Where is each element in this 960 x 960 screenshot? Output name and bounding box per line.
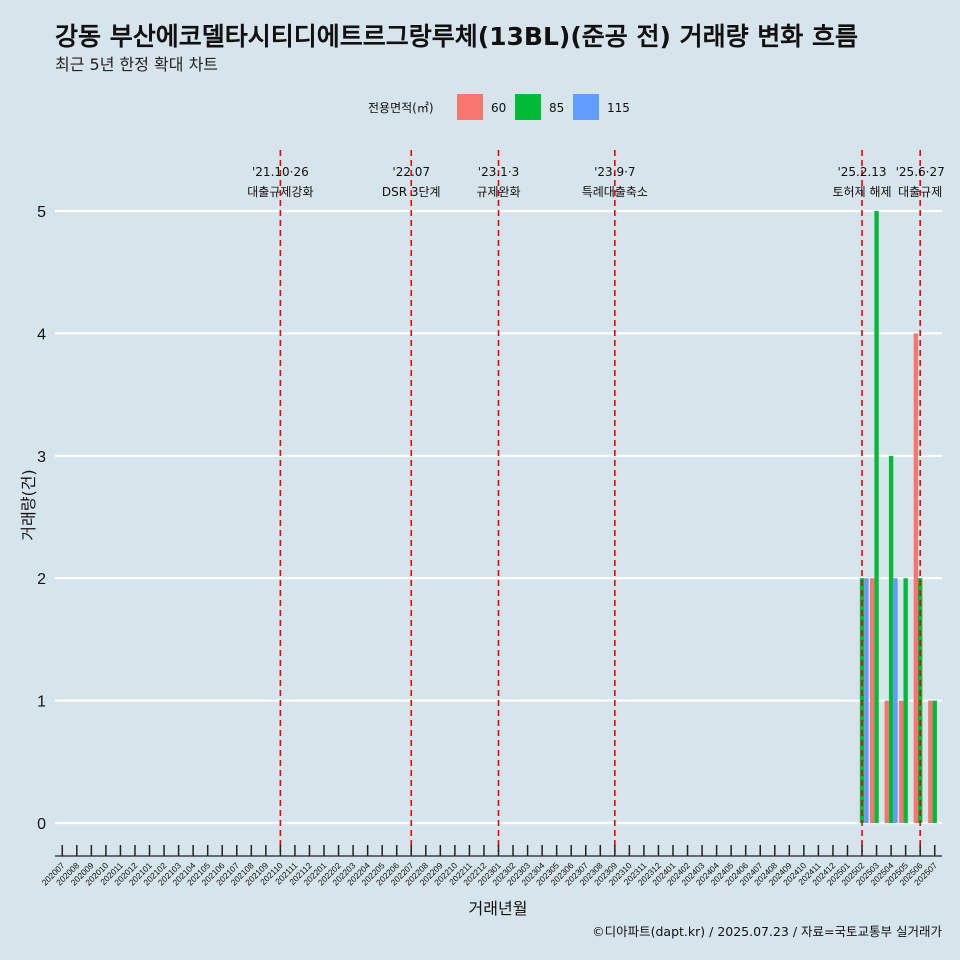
- legend-swatch-85: [515, 94, 541, 120]
- y-tick-label-3: 3: [37, 449, 46, 466]
- y-tick-label-1: 1: [37, 694, 46, 711]
- event-label-4: 토허제 해제: [833, 185, 892, 199]
- event-annotations: '21.10·26 대출규제강화 '22.07 DSR 3단계 '23.1·3 규제완화 '…: [247, 165, 944, 199]
- event-date-2: '23.1·3: [478, 165, 519, 179]
- event-date-1: '22.07: [392, 165, 430, 179]
- bar-115-202504: [893, 578, 898, 823]
- bar-60-202506: [913, 333, 919, 823]
- bar-60-202505: [899, 700, 904, 823]
- legend-title: 전용면적(㎡): [368, 101, 434, 115]
- bars: [859, 211, 937, 823]
- event-date-4: '25.2.13: [837, 165, 886, 179]
- event-label-1: DSR 3단계: [382, 185, 441, 199]
- legend-swatch-115: [573, 94, 599, 120]
- y-tick-label-5: 5: [37, 204, 46, 221]
- event-label-2: 규제완화: [476, 185, 520, 199]
- event-date-3: '23.9·7: [594, 165, 635, 179]
- chart-title: 강동 부산에코델타시티디에트르그랑루체(13BL)(준공 전) 거래량 변화 흐…: [55, 22, 858, 51]
- event-lines: [279, 150, 921, 852]
- legend-swatch-60: [457, 94, 483, 120]
- event-date-0: '21.10·26: [252, 165, 309, 179]
- y-axis: 0 1 2 3 4 5: [37, 204, 46, 833]
- event-date-5: '25.6·27: [896, 165, 945, 179]
- bar-85-202504: [888, 455, 894, 823]
- legend-label-60: 60: [491, 101, 506, 115]
- chart-subtitle: 최근 5년 한정 확대 차트: [55, 55, 218, 74]
- event-label-3: 특례대출축소: [582, 185, 648, 199]
- legend: 전용면적(㎡) 60 85 115: [368, 94, 630, 120]
- bar-85-202503: [874, 211, 879, 823]
- bar-60-202507: [928, 700, 933, 823]
- legend-label-115: 115: [607, 101, 630, 115]
- x-axis-label: 거래년월: [469, 899, 528, 918]
- event-label-0: 대출규제강화: [247, 185, 313, 199]
- bar-85-202505: [903, 578, 908, 823]
- x-axis: 2020072020082020092020102020112020122021…: [40, 845, 942, 887]
- bar-115-202502: [864, 578, 869, 823]
- chart-caption: ©디아파트(dapt.kr) / 2025.07.23 / 자료=국토교통부 실…: [592, 924, 942, 939]
- bar-60-202503: [870, 578, 875, 823]
- legend-label-85: 85: [549, 101, 564, 115]
- bar-85-202507: [932, 700, 937, 823]
- y-axis-label: 거래량(건): [19, 469, 38, 540]
- y-tick-label-4: 4: [37, 326, 46, 343]
- event-label-5: 대출규제: [898, 185, 942, 199]
- y-tick-label-0: 0: [37, 816, 46, 833]
- y-tick-label-2: 2: [37, 571, 46, 588]
- bar-60-202504: [884, 700, 889, 823]
